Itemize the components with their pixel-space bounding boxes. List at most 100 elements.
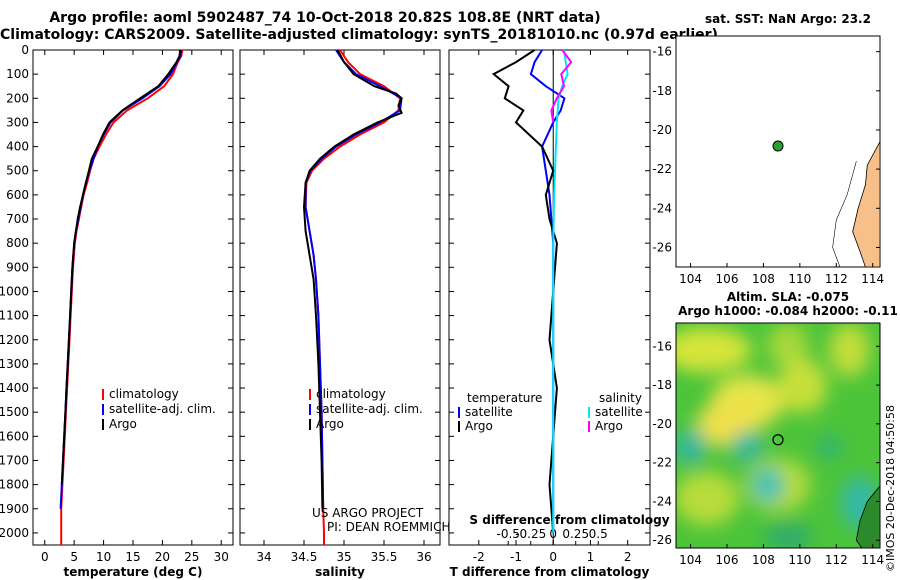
depth-tick-label: 700 — [6, 212, 29, 226]
y-tick-label: -26 — [652, 240, 672, 254]
legend-label: Argo — [465, 419, 493, 433]
x-tick-label: 108 — [752, 553, 775, 567]
x-tick-label: 112 — [825, 553, 848, 567]
series-line-t-argo — [491, 49, 558, 533]
depth-tick-label: 1200 — [0, 333, 29, 347]
x-axis-label: T difference from climatology — [450, 565, 650, 579]
y-tick-label: -26 — [652, 533, 672, 547]
sla-field — [676, 323, 880, 548]
depth-tick-label: 1100 — [0, 309, 29, 323]
credit-line-2: PI: DEAN ROEMMICH — [327, 520, 450, 534]
x-tick-label: 106 — [716, 553, 739, 567]
sla-blob — [763, 523, 813, 548]
x-tick-label: 25 — [184, 550, 199, 564]
float-position-marker — [772, 434, 784, 446]
x-tick-label: 35 — [336, 550, 351, 564]
y-tick-label: -24 — [652, 201, 672, 215]
credit-line-1: US ARGO PROJECT — [312, 506, 424, 520]
y-tick-label: -22 — [652, 456, 672, 470]
s-diff-tick-label: 0 — [549, 527, 557, 541]
x-tick-label: 20 — [155, 550, 170, 564]
s-diff-axis-label: S difference from climatology — [469, 513, 669, 527]
coastline-land — [852, 141, 881, 268]
depth-tick-label: 500 — [6, 164, 29, 178]
coastline-land — [855, 484, 881, 549]
sla-blob — [767, 323, 809, 368]
legend-label: Argo — [595, 419, 623, 433]
panel-frame — [448, 49, 651, 546]
y-tick-label: -18 — [652, 84, 672, 98]
sla-blob — [676, 327, 752, 373]
profile-panel-differences: -2 -1 0 1 2T difference from climatology -0.5… — [448, 49, 670, 579]
legend-label: satellite — [465, 405, 513, 419]
depth-tick-label: 1000 — [0, 284, 29, 298]
sla-blob — [829, 323, 870, 377]
sla-map: 104 106 108 110 112 114 -16 -18 -20 -22 -24 -26 — [652, 322, 884, 567]
x-tick-label: 0 — [41, 550, 49, 564]
series-line-s-satellite — [552, 49, 569, 533]
depth-tick-label: 1700 — [0, 453, 29, 467]
legend-label: satellite-adj. clim. — [316, 402, 423, 416]
series-line-s-argo — [550, 49, 573, 123]
x-tick-label: 108 — [752, 272, 775, 286]
x-tick-label: 34.5 — [291, 550, 318, 564]
bathymetry-contour — [832, 161, 857, 268]
depth-tick-label: 800 — [6, 236, 29, 250]
sla-blob — [676, 471, 740, 526]
y-tick-label: -22 — [652, 162, 672, 176]
depth-tick-label: 900 — [6, 260, 29, 274]
depth-tick-label: 2000 — [0, 526, 29, 540]
x-tick-label: 114 — [861, 272, 884, 286]
depth-tick-label: 1800 — [0, 478, 29, 492]
depth-tick-label: 300 — [6, 115, 29, 129]
depth-tick-label: 1900 — [0, 502, 29, 516]
x-tick-label: 0 — [549, 550, 557, 564]
x-axis-label: salinity — [315, 565, 365, 579]
sla-blob — [676, 428, 707, 465]
x-tick-label: 110 — [788, 272, 811, 286]
legend-label: climatology — [109, 387, 179, 401]
s-diff-tick-label: -0.25 — [515, 527, 546, 541]
x-tick-label: 10 — [96, 550, 111, 564]
x-tick-label: -1 — [510, 550, 522, 564]
depth-tick-label: 200 — [6, 91, 29, 105]
y-tick-label: -16 — [652, 339, 672, 353]
legend-label: Argo — [109, 417, 137, 431]
y-tick-label: -20 — [652, 417, 672, 431]
x-tick-label: -2 — [473, 550, 485, 564]
legend-label: climatology — [316, 387, 386, 401]
altimetry-sla-title: Altim. SLA: -0.075 — [726, 290, 850, 304]
depth-tick-label: 1300 — [0, 357, 29, 371]
profile-panel-temperature: 0 5 10 15 20 25 30 temperature (deg C) climatolo… — [32, 49, 234, 579]
depth-tick-label: 400 — [6, 140, 29, 154]
sla-anomaly-blobs — [676, 323, 878, 548]
sst-map: 104 106 108 110 112 114 -16 -18 -20 -22 -24 -26 — [652, 35, 884, 286]
x-tick-label: 112 — [825, 272, 848, 286]
y-tick-label: -18 — [652, 378, 672, 392]
depth-tick-label: 1500 — [0, 405, 29, 419]
series-line-argo — [302, 49, 403, 509]
chart-title-line2: Climatology: CARS2009. Satellite-adjuste… — [0, 27, 718, 43]
x-tick-label: 34 — [256, 550, 271, 564]
x-tick-label: 106 — [716, 272, 739, 286]
x-tick-label: 110 — [788, 553, 811, 567]
s-diff-tick-label: -0.5 — [497, 527, 520, 541]
x-tick-label: 36 — [416, 550, 431, 564]
depth-tick-label: 100 — [6, 67, 29, 81]
depth-tick-label: 600 — [6, 188, 29, 202]
sst-map-title: sat. SST: NaN Argo: 23.2 — [705, 12, 871, 26]
x-tick-label: 104 — [679, 272, 702, 286]
sla-blob — [816, 435, 842, 458]
x-tick-label: 15 — [125, 550, 140, 564]
float-position-marker — [772, 140, 784, 152]
x-tick-label: 1 — [587, 550, 595, 564]
legend-label: Argo — [316, 417, 344, 431]
y-tick-label: -16 — [652, 45, 672, 59]
s-diff-tick-label: 0.25 — [562, 527, 589, 541]
y-tick-label: -24 — [652, 494, 672, 508]
panel-frame — [239, 49, 441, 546]
legend-label: satellite-adj. clim. — [109, 402, 216, 416]
x-tick-label: 104 — [679, 553, 702, 567]
sla-blob — [751, 467, 785, 503]
